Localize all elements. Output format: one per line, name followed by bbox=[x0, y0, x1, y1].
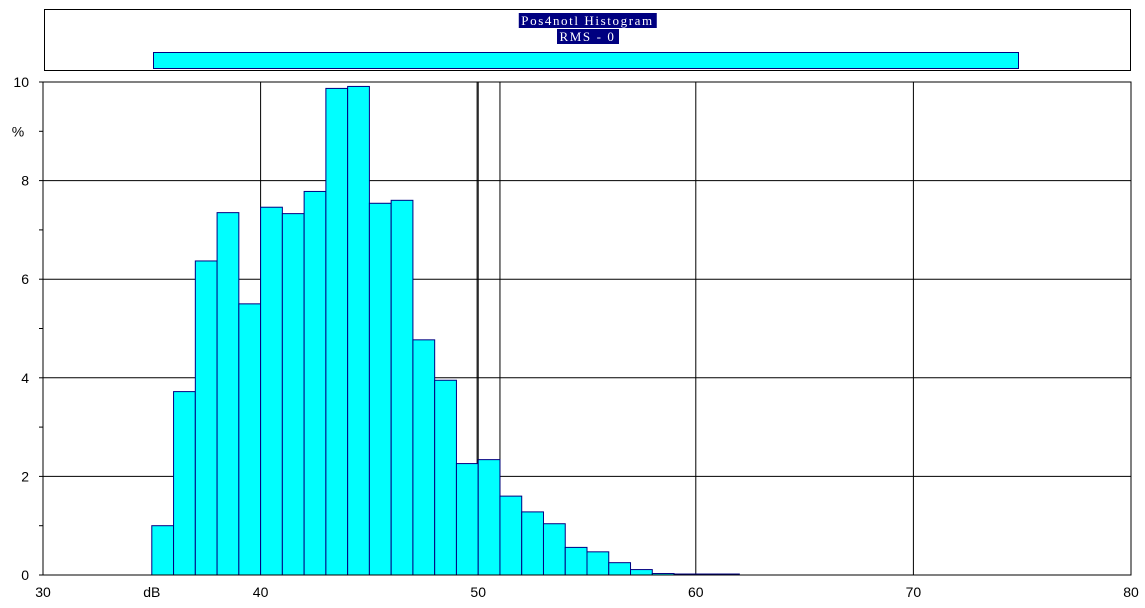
histogram-bar bbox=[477, 459, 501, 576]
x-tick-label: 80 bbox=[1123, 584, 1139, 600]
histogram-bar bbox=[521, 511, 544, 576]
histogram-bar bbox=[630, 569, 653, 576]
tick-labels: 0 2 4 6 8 10 30 40 50 60 70 80% dB bbox=[12, 74, 1139, 600]
histogram-bar bbox=[173, 391, 196, 576]
histogram-bar bbox=[281, 213, 305, 576]
y-tick-label: 10 bbox=[13, 74, 29, 90]
histogram-bar bbox=[586, 551, 610, 576]
histogram-bar bbox=[260, 206, 283, 576]
y-tick-label: 2 bbox=[21, 468, 29, 484]
x-tick-label: 70 bbox=[906, 584, 922, 600]
axes bbox=[39, 81, 1132, 576]
histogram-bar bbox=[499, 495, 523, 576]
y-tick-label: 6 bbox=[21, 271, 29, 287]
histogram-bar bbox=[151, 525, 175, 576]
rms-level-bar bbox=[153, 52, 1019, 69]
y-tick-label: 8 bbox=[21, 173, 29, 189]
histogram-bar bbox=[564, 546, 588, 576]
x-tick-label: 50 bbox=[470, 584, 486, 600]
histogram-bars bbox=[151, 85, 740, 576]
histogram-bar bbox=[434, 379, 457, 576]
x-tick-label: 40 bbox=[253, 584, 269, 600]
y-axis-label: % bbox=[12, 123, 24, 139]
histogram-bar bbox=[238, 303, 262, 576]
chart-subtitle: RMS - 0 bbox=[556, 29, 619, 44]
histogram-bar bbox=[608, 562, 632, 576]
histogram-bar bbox=[542, 523, 566, 576]
x-tick-label: 30 bbox=[35, 584, 51, 600]
histogram-bar bbox=[368, 202, 392, 576]
histogram-bar bbox=[303, 190, 327, 576]
x-axis-label: dB bbox=[143, 584, 160, 600]
y-tick-label: 4 bbox=[21, 370, 29, 386]
y-tick-label: 0 bbox=[21, 567, 29, 583]
histogram-bar bbox=[325, 87, 349, 576]
title-panel: Pos4notl Histogram RMS - 0 bbox=[44, 9, 1131, 71]
histogram-bar bbox=[455, 463, 479, 576]
histogram-bar bbox=[390, 199, 414, 576]
histogram-bar bbox=[347, 85, 370, 576]
histogram-bar bbox=[412, 339, 436, 576]
histogram-bar bbox=[216, 212, 240, 576]
histogram-bar bbox=[194, 260, 218, 576]
chart-title: Pos4notl Histogram bbox=[518, 13, 657, 28]
x-tick-label: 60 bbox=[688, 584, 704, 600]
